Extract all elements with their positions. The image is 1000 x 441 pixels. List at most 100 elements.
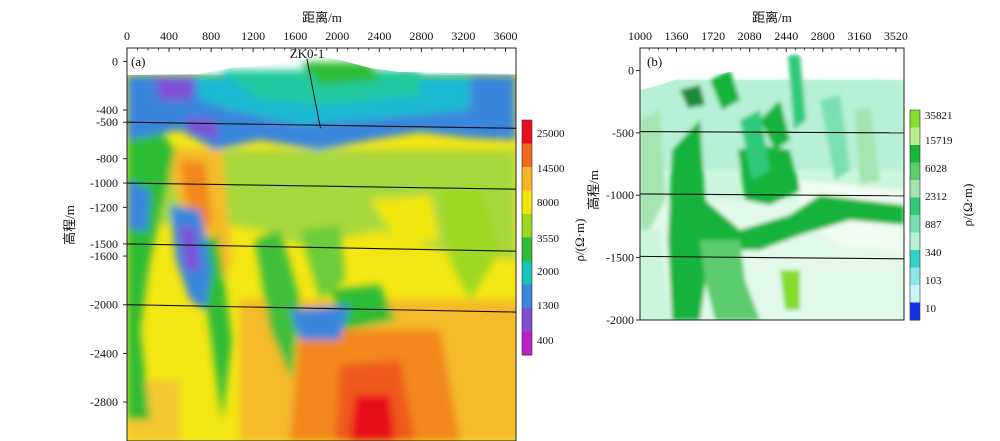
colorbar-b-label: 103 xyxy=(925,275,942,287)
colorbar-a-swatch xyxy=(522,190,532,215)
panel-b-y-ticks: 0 -500 -1000 -1500 -2000 xyxy=(606,63,640,327)
panel-b-x-axis-title: 距离/m xyxy=(752,10,792,25)
colorbar-b-label: 35821 xyxy=(925,110,953,122)
colorbar-a-label: 25000 xyxy=(537,128,565,140)
panel-b-x-tick-label: 2080 xyxy=(738,29,762,43)
colorbar-b-label: 6028 xyxy=(925,163,948,175)
panel-a-x-tick-label: 3200 xyxy=(451,29,475,43)
borehole-ZK0-1-line xyxy=(305,52,321,129)
panel-b-contour-field xyxy=(640,55,904,320)
panel-a-x-axis-title: 距离/m xyxy=(302,10,342,25)
panel-b-y-tick-label: -500 xyxy=(612,126,634,140)
panel-a-label: (a) xyxy=(131,54,145,69)
colorbar-b-swatch xyxy=(910,127,920,146)
panel-a-x-tick-label: 0 xyxy=(124,29,130,43)
panel-a-horizon-line xyxy=(127,304,516,313)
panel-b-x-tick-label: 3520 xyxy=(884,29,908,43)
panel-a-y-tick-label: -2000 xyxy=(90,298,118,312)
panel-a-y-tick-label: -800 xyxy=(96,152,118,166)
panel-a-y-tick-label: -2400 xyxy=(90,346,118,360)
panel-b-x-ticks: 1000 1360 1720 2080 2440 2800 3160 3520 xyxy=(628,29,908,52)
panel-b-topography-mask xyxy=(640,48,904,90)
panel-a-y-tick-label: -1000 xyxy=(90,176,118,190)
colorbar-b-label: 2312 xyxy=(925,191,947,203)
colorbar-a-label: 2000 xyxy=(537,266,560,278)
panel-a-x-tick-label: 800 xyxy=(202,29,220,43)
colorbar-b-label: 10 xyxy=(925,303,937,315)
panel-a-y-tick-label: -500 xyxy=(96,115,118,129)
colorbar-b-swatch xyxy=(910,197,920,216)
colorbar-b-swatch xyxy=(910,162,920,181)
panel-a-colorbar: 25000 14500 8000 3550 2000 1300 400 xyxy=(521,119,565,356)
colorbar-a-swatch xyxy=(522,331,532,356)
colorbar-a-swatch xyxy=(522,308,532,332)
panel-a-x-ticks: 0 400 800 1200 1600 2000 2400 2800 3200 3600 xyxy=(124,29,517,52)
colorbar-b-swatch xyxy=(910,250,920,268)
panel-b-y-tick-label: -2000 xyxy=(606,313,634,327)
panel-a-frame xyxy=(126,47,517,441)
panel-a-x-tick-label: 1600 xyxy=(283,29,307,43)
panel-a-x-tick-label: 3600 xyxy=(493,29,517,43)
panel-a-y-ticks: 0 -400-500 -800 -1000 -1200 -1500-1600 -2000 -2… xyxy=(90,54,127,409)
panel-b-x-tick-label: 3160 xyxy=(847,29,871,43)
colorbar-a-swatch xyxy=(522,120,532,144)
colorbar-a-swatch xyxy=(522,167,532,191)
panel-a-colorbar-title: ρ/(Ω·m) xyxy=(572,219,587,262)
colorbar-a-swatch xyxy=(522,284,532,309)
panel-b-x-tick-label: 2440 xyxy=(774,29,798,43)
colorbar-b-swatch xyxy=(910,232,920,251)
panel-a-y-tick-label: -1200 xyxy=(90,200,118,214)
colorbar-a-label: 14500 xyxy=(537,163,565,175)
panel-b-y-tick-label: 0 xyxy=(628,63,634,77)
panel-a-y-axis-title: 高程/m xyxy=(62,205,77,245)
panel-b-y-tick-label: -1500 xyxy=(606,251,634,265)
colorbar-a-swatch xyxy=(522,261,532,285)
panel-b-label: (b) xyxy=(647,54,662,69)
panel-a-y-tick-label: 0 xyxy=(112,54,118,68)
colorbar-a-swatch xyxy=(522,214,532,238)
colorbar-b-label: 15719 xyxy=(925,135,953,147)
panel-b-horizon-line xyxy=(640,255,904,260)
panel-a-x-tick-label: 1200 xyxy=(241,29,265,43)
colorbar-b-swatch xyxy=(910,215,920,233)
panel-b-y-tick-label: -1000 xyxy=(606,188,634,202)
borehole-label: ZK0-1 xyxy=(290,46,325,61)
panel-b-x-tick-label: 1360 xyxy=(665,29,689,43)
colorbar-a-label: 8000 xyxy=(537,197,560,209)
panel-b-horizon-line xyxy=(640,131,904,134)
colorbar-b-label: 340 xyxy=(925,247,942,259)
panel-a-y-tick-label: -1600 xyxy=(90,249,118,263)
panel-a-x-tick-label: 2800 xyxy=(409,29,433,43)
panel-a-contour-field xyxy=(127,52,516,441)
colorbar-b-swatch xyxy=(910,302,920,321)
colorbar-b-swatch xyxy=(910,110,920,128)
panel-a-horizon-line xyxy=(127,182,516,190)
panel-b-colorbar: 35821 15719 6028 2312 887 340 103 10 xyxy=(909,109,953,321)
colorbar-a-label: 1300 xyxy=(537,300,560,312)
panel-b-x-tick-label: 1000 xyxy=(628,29,652,43)
panel-a-x-tick-label: 2400 xyxy=(367,29,391,43)
panel-a-horizon-line xyxy=(127,243,516,252)
colorbar-b-label: 887 xyxy=(925,219,942,231)
panel-a-x-tick-label: 2000 xyxy=(325,29,349,43)
colorbar-b-swatch xyxy=(910,285,920,303)
panel-b-x-tick-label: 1720 xyxy=(701,29,725,43)
panel-b-frame xyxy=(639,47,905,321)
panel-a-x-tick-label: 400 xyxy=(160,29,178,43)
panel-a-y-tick-label: -1500 xyxy=(90,237,118,251)
colorbar-a-label: 3550 xyxy=(537,233,560,245)
colorbar-a-swatch xyxy=(522,143,532,168)
colorbar-b-swatch xyxy=(910,267,920,286)
panel-b-y-axis-title: 高程/m xyxy=(586,170,601,210)
panel-a-y-tick-label: -2800 xyxy=(90,395,118,409)
panel-a-topography-mask xyxy=(127,48,516,75)
panel-b-horizon-line xyxy=(640,193,904,197)
panel-a-y-tick-label: -400 xyxy=(96,103,118,117)
colorbar-a-swatch xyxy=(522,237,532,262)
colorbar-b-swatch xyxy=(910,145,920,163)
panel-b-resistivity-section: (b) 距离/m 高程/m 1000 1360 1720 2080 2440 2800 31… xyxy=(586,10,975,327)
colorbar-a-label: 400 xyxy=(537,335,554,347)
colorbar-b-swatch xyxy=(910,180,920,198)
panel-b-x-tick-label: 2800 xyxy=(811,29,835,43)
